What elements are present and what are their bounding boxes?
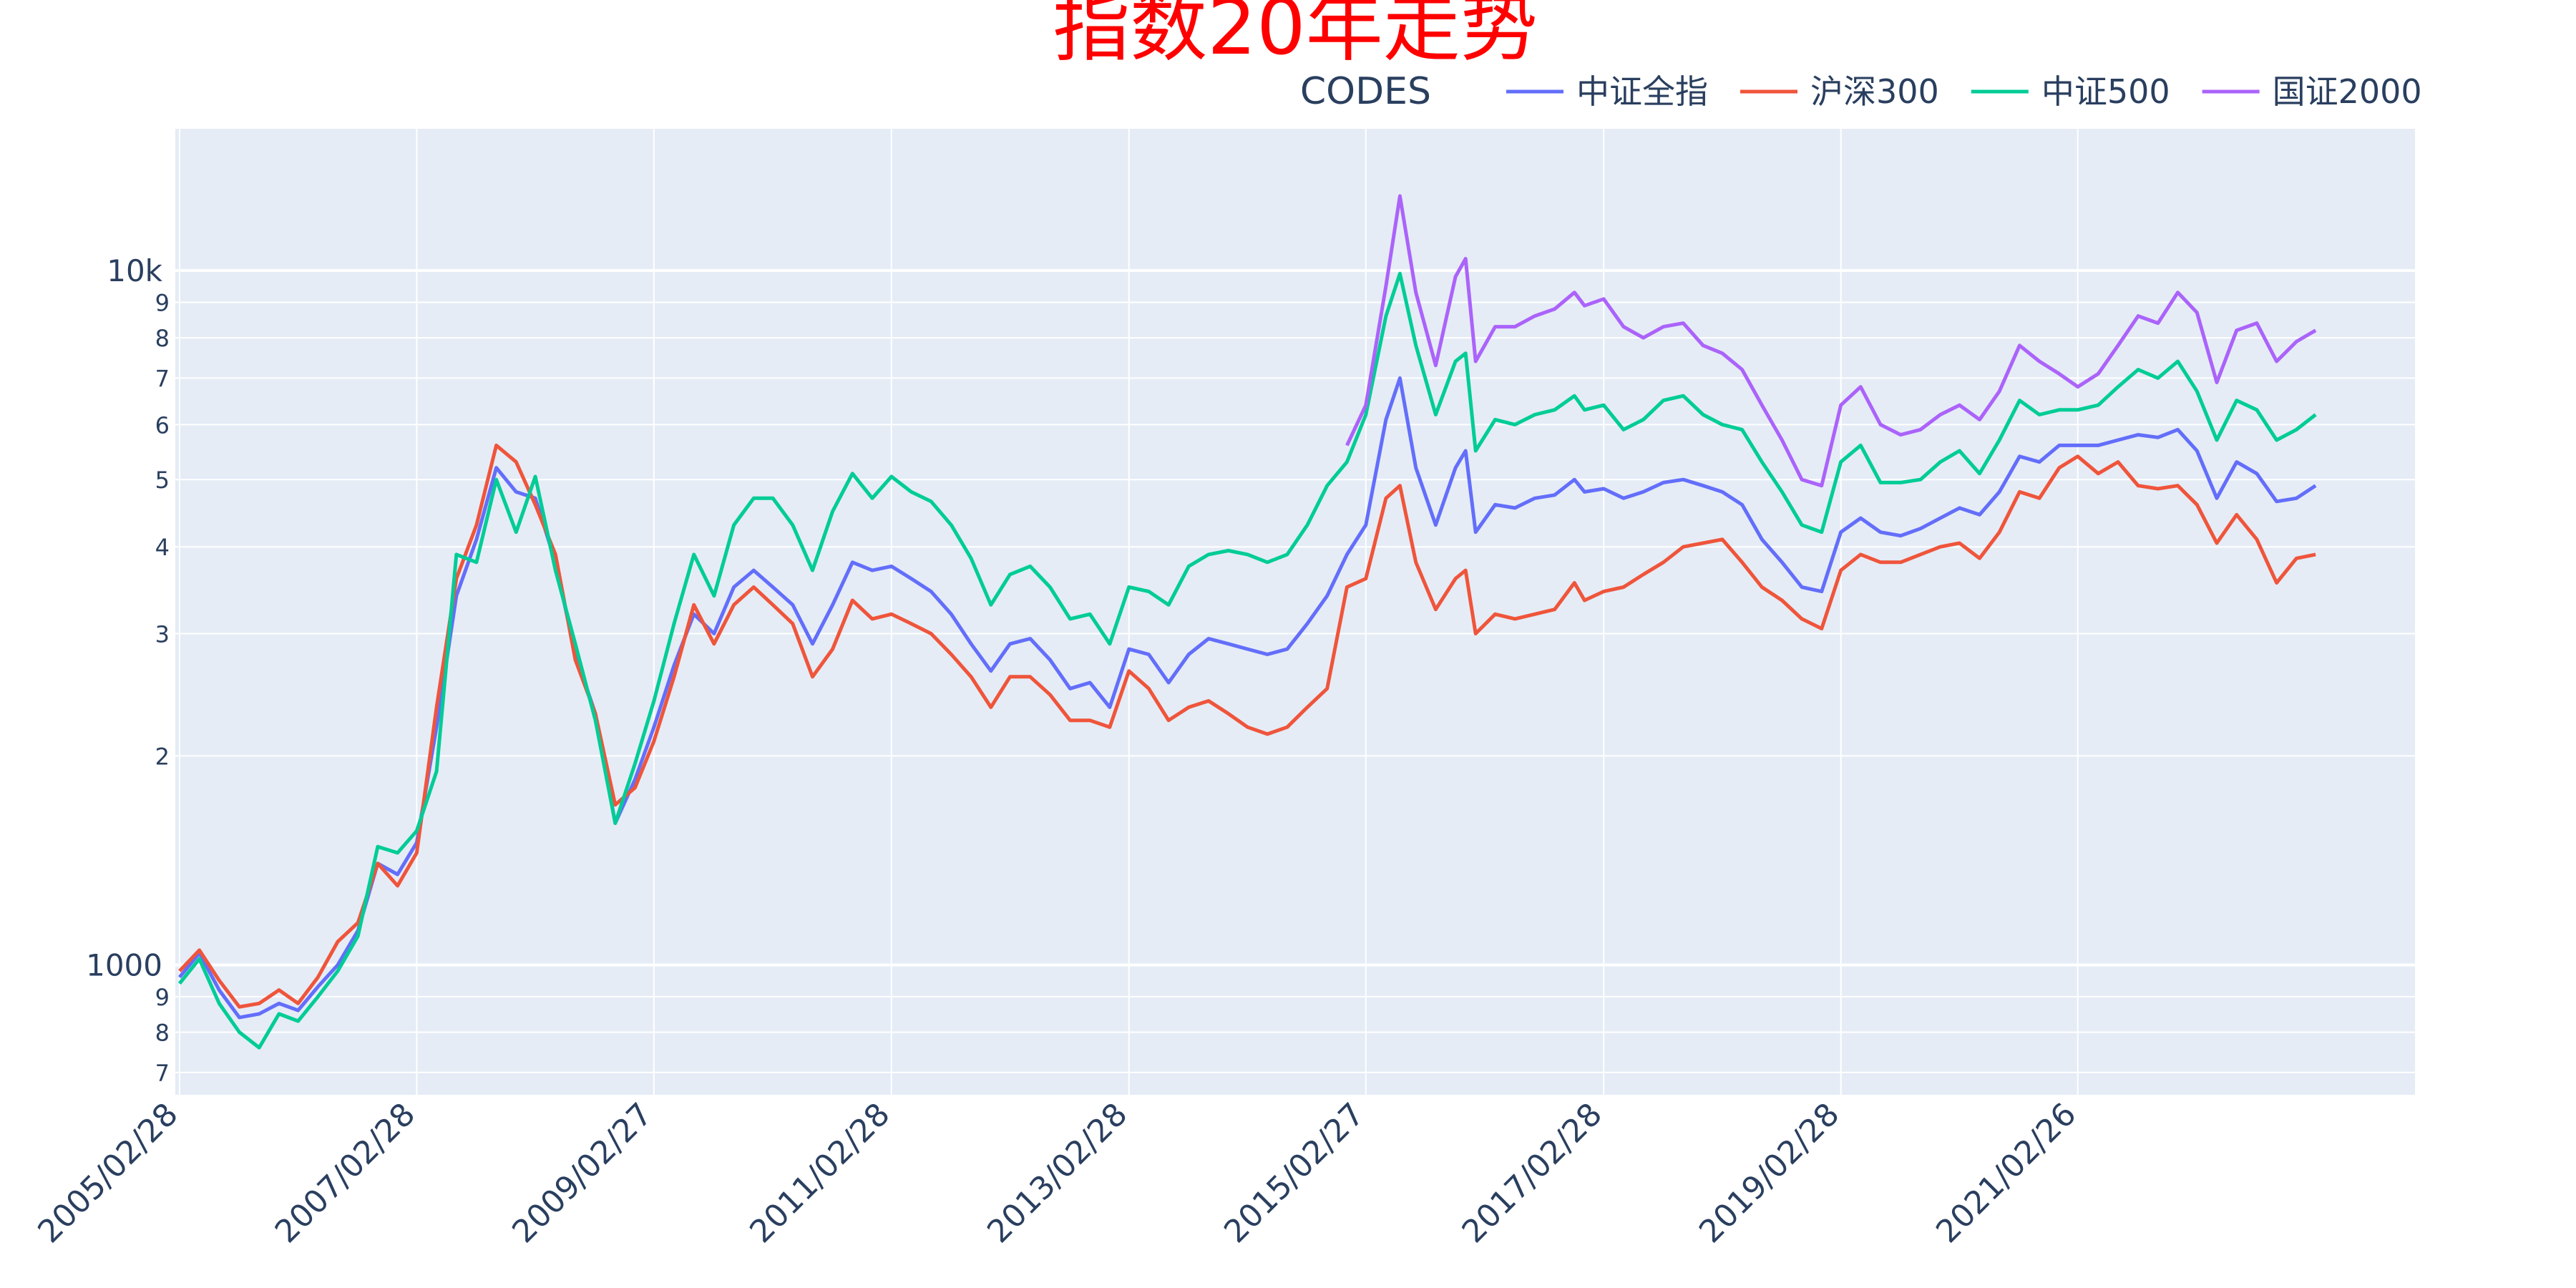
- x-tick-label: 2011/02/28: [743, 1096, 897, 1250]
- y-minor-tick-label: 7: [155, 365, 170, 392]
- chart-title: 指数20年走势: [1053, 0, 1537, 72]
- y-minor-tick-label: 9: [155, 984, 170, 1011]
- series-line: [177, 271, 2317, 1050]
- y-minor-tick-label: 8: [155, 325, 170, 352]
- x-tick-label: 2013/02/28: [980, 1096, 1134, 1250]
- y-minor-tick-label: 2: [155, 743, 170, 770]
- plot-background: [175, 129, 2415, 1095]
- gridlines: [175, 129, 2415, 1095]
- y-minor-tick-label: 5: [155, 467, 170, 494]
- series-lines: [177, 194, 2317, 1050]
- y-major-tick-label: 10k: [107, 253, 162, 288]
- y-minor-tick-label: 7: [155, 1060, 170, 1087]
- series-line: [178, 443, 2316, 1009]
- y-minor-tick-label: 9: [155, 289, 170, 316]
- y-minor-tick-label: 6: [155, 411, 170, 439]
- legend-entry: 中证500: [2041, 72, 2170, 111]
- series-line: [1345, 194, 2317, 488]
- legend-entry: 中证全指: [1576, 72, 1708, 111]
- x-tick-label: 2015/02/27: [1217, 1096, 1371, 1250]
- x-tick-label: 2009/02/27: [505, 1096, 659, 1250]
- legend-entry: 国证2000: [2273, 72, 2422, 111]
- legend-entry: 沪深300: [1810, 72, 1939, 111]
- x-tick-label: 2005/02/28: [31, 1096, 185, 1250]
- x-tick-label: 2019/02/28: [1692, 1096, 1846, 1250]
- y-minor-tick-label: 3: [155, 620, 170, 648]
- legend-title: CODES: [1300, 70, 1431, 113]
- y-minor-tick-label: 8: [155, 1019, 170, 1046]
- x-axis-ticks: 2005/02/28 2007/02/28 2009/02/27 2011/02/28…: [31, 1096, 2083, 1250]
- legend: CODES 中证全指 沪深300 中证500 国证2000: [1300, 70, 2422, 113]
- x-tick-label: 2017/02/28: [1455, 1096, 1609, 1250]
- x-tick-label: 2007/02/28: [268, 1096, 422, 1250]
- y-major-tick-label: 1000: [86, 947, 162, 982]
- y-minor-tick-label: 4: [155, 534, 170, 561]
- x-tick-label: 2021/02/26: [1929, 1096, 2083, 1250]
